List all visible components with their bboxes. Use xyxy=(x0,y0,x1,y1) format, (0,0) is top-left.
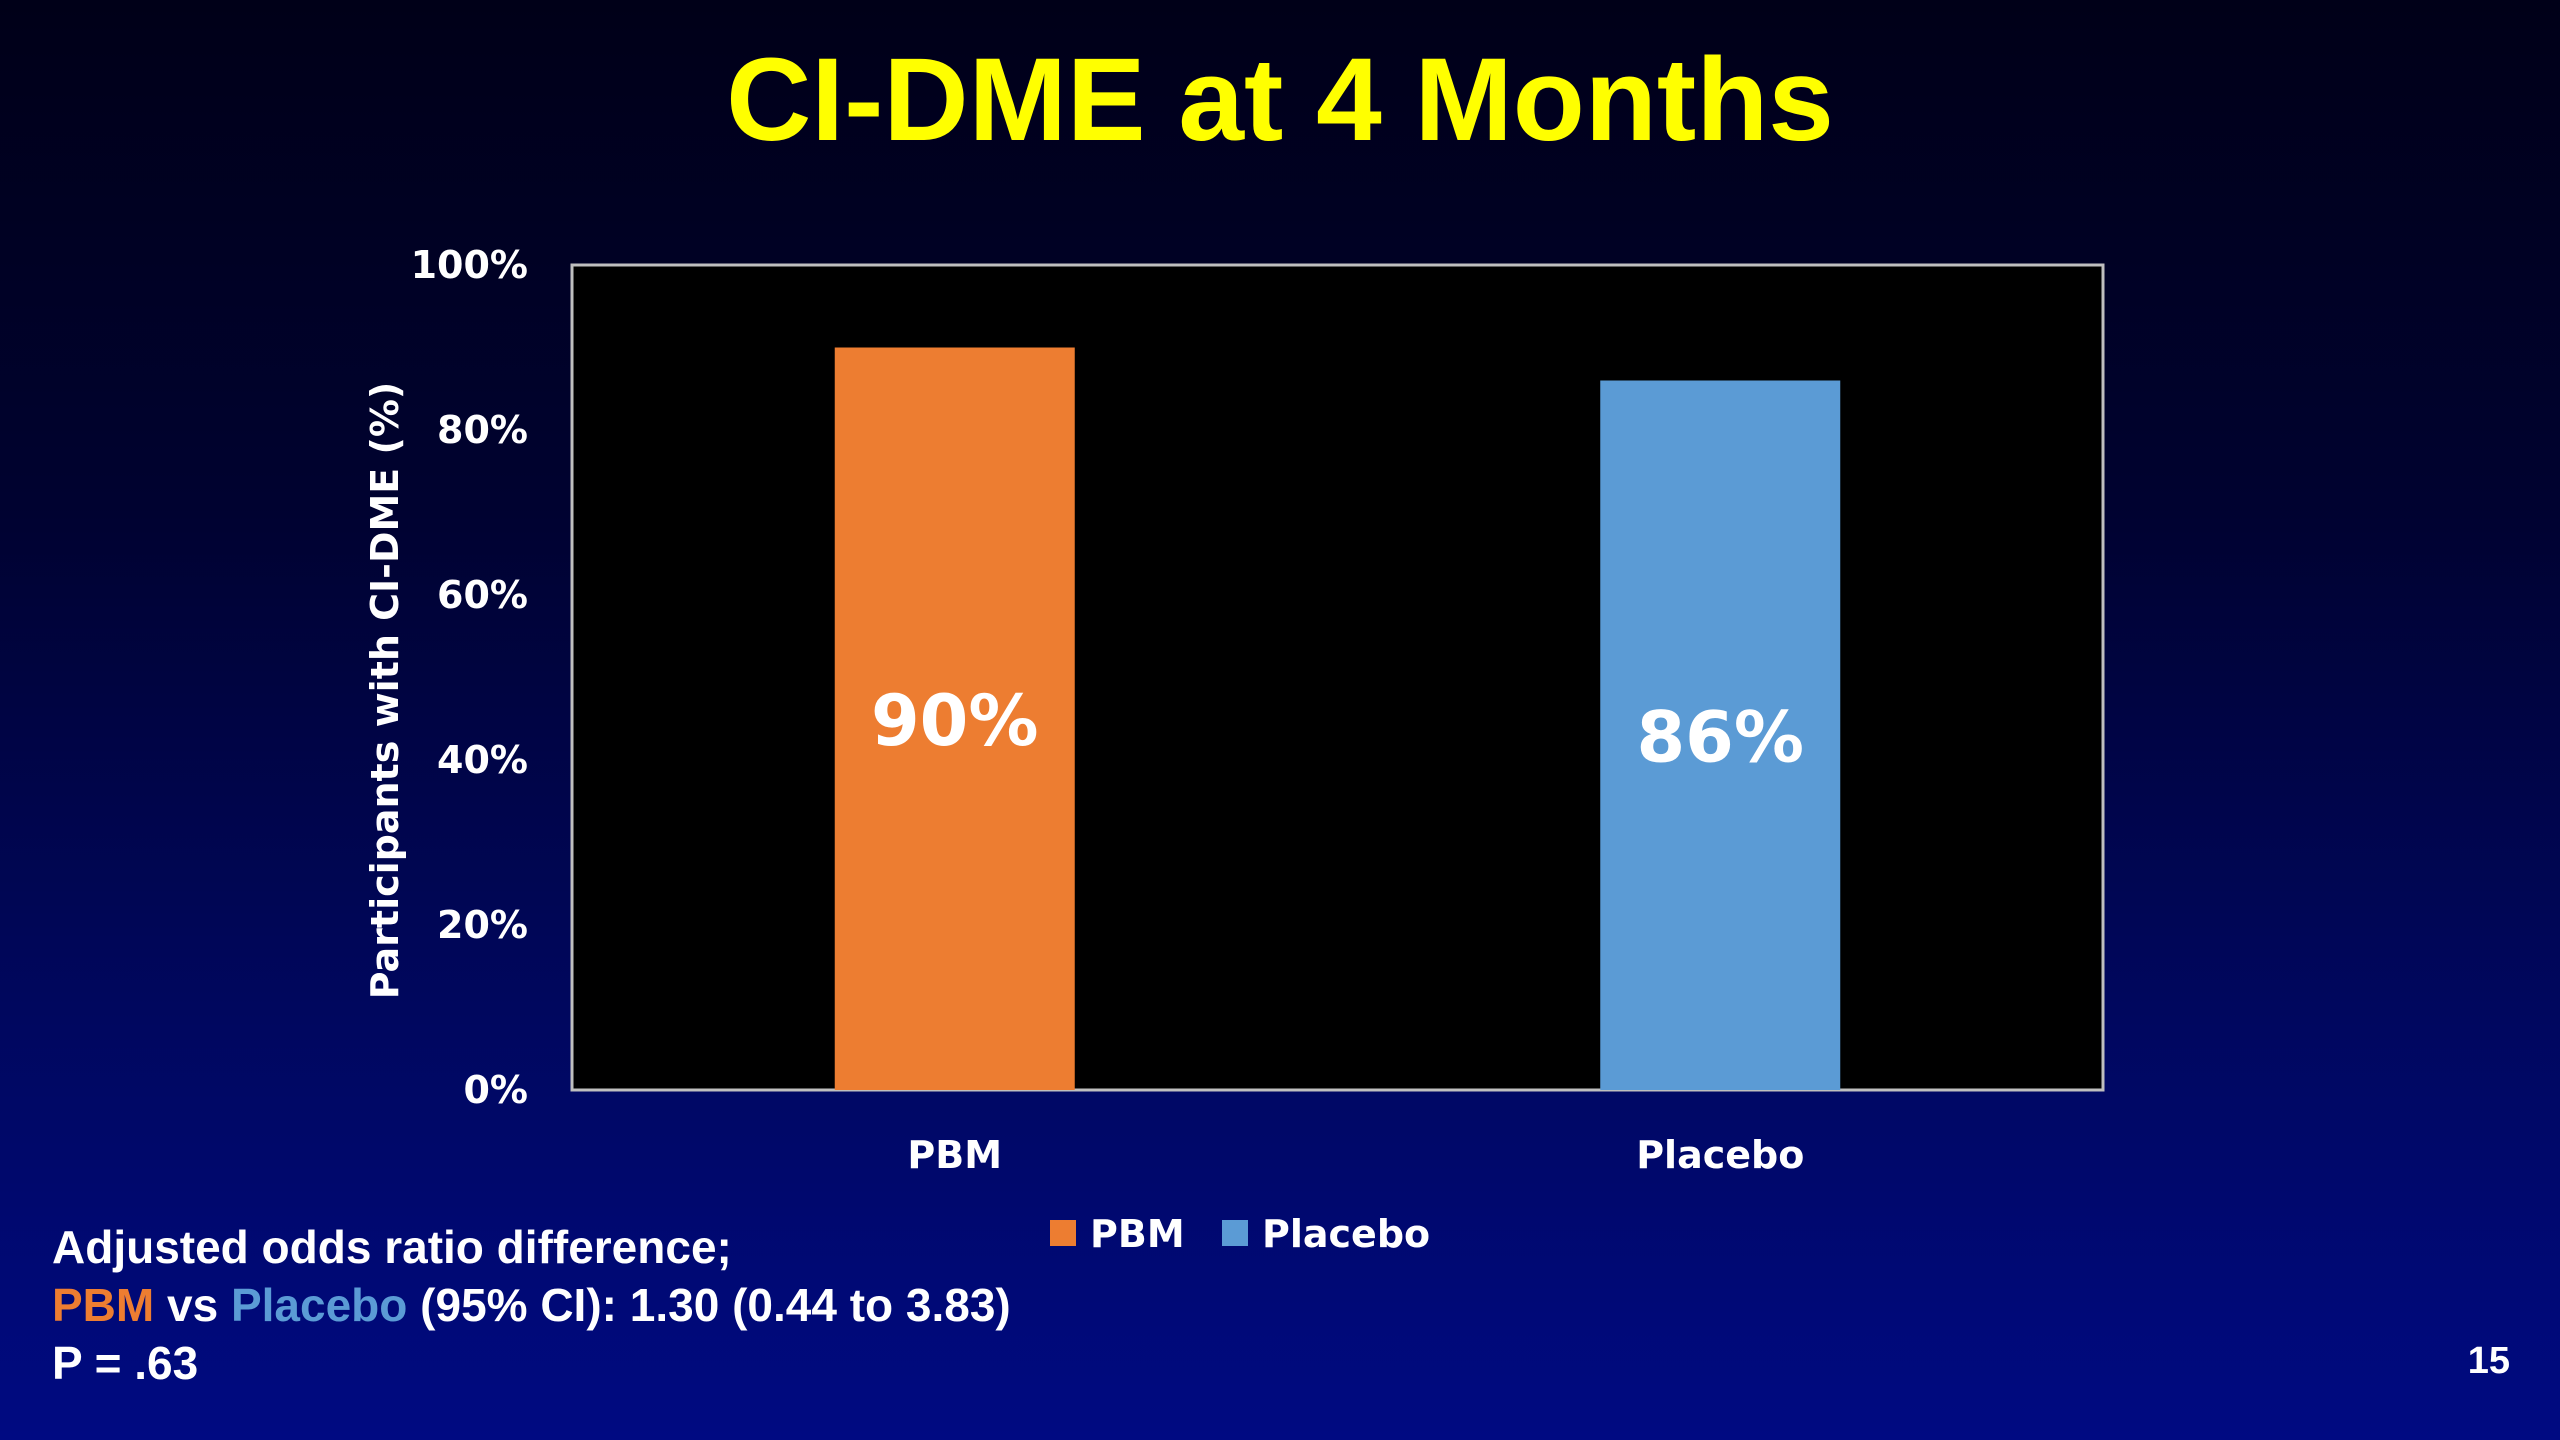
footnote-p-value: P = .63 xyxy=(52,1337,199,1389)
page-number: 15 xyxy=(2467,1340,2510,1382)
footnote-pbm-label: PBM xyxy=(52,1279,155,1331)
legend-swatch-placebo xyxy=(1222,1220,1248,1246)
y-tick-label: 100% xyxy=(411,243,528,287)
footnote: Adjusted odds ratio difference; PBM vs P… xyxy=(52,1218,1011,1392)
legend-label-placebo: Placebo xyxy=(1262,1212,1430,1256)
y-axis-title: Participants with CI-DME (%) xyxy=(363,382,407,1000)
y-tick-label: 40% xyxy=(437,738,528,782)
y-axis-ticks: 0% 20% 40% 60% 80% 100% xyxy=(411,243,528,1112)
x-axis-labels: PBM Placebo xyxy=(907,1133,1804,1177)
y-tick-label: 0% xyxy=(463,1068,528,1112)
x-tick-label-pbm: PBM xyxy=(907,1133,1002,1177)
legend-swatch-pbm xyxy=(1050,1220,1076,1246)
plot-area xyxy=(570,263,2105,1092)
footnote-placebo-label: Placebo xyxy=(230,1279,408,1331)
bar-data-label-pbm: 90% xyxy=(871,680,1039,762)
footnote-ci-text: (95% CI): 1.30 (0.44 to 3.83) xyxy=(407,1279,1011,1331)
bar-data-label-placebo: 86% xyxy=(1636,696,1804,778)
bar-pbm xyxy=(834,347,1075,1090)
footnote-line-2: PBM vs Placebo (95% CI): 1.30 (0.44 to 3… xyxy=(52,1276,1011,1334)
footnote-line-1: Adjusted odds ratio difference; xyxy=(52,1221,732,1273)
slide-title: CI-DME at 4 Months xyxy=(726,34,1834,166)
bar-data-labels: 90% 86% xyxy=(871,680,1804,779)
bar-placebo xyxy=(1600,380,1841,1090)
y-tick-label: 20% xyxy=(437,903,528,947)
bars xyxy=(834,347,1841,1090)
y-tick-label: 60% xyxy=(437,573,528,617)
legend: PBM Placebo xyxy=(1050,1212,1430,1256)
x-tick-label-placebo: Placebo xyxy=(1636,1133,1804,1177)
footnote-vs-text: vs xyxy=(154,1279,231,1331)
y-tick-label: 80% xyxy=(437,408,528,452)
legend-label-pbm: PBM xyxy=(1090,1212,1185,1256)
